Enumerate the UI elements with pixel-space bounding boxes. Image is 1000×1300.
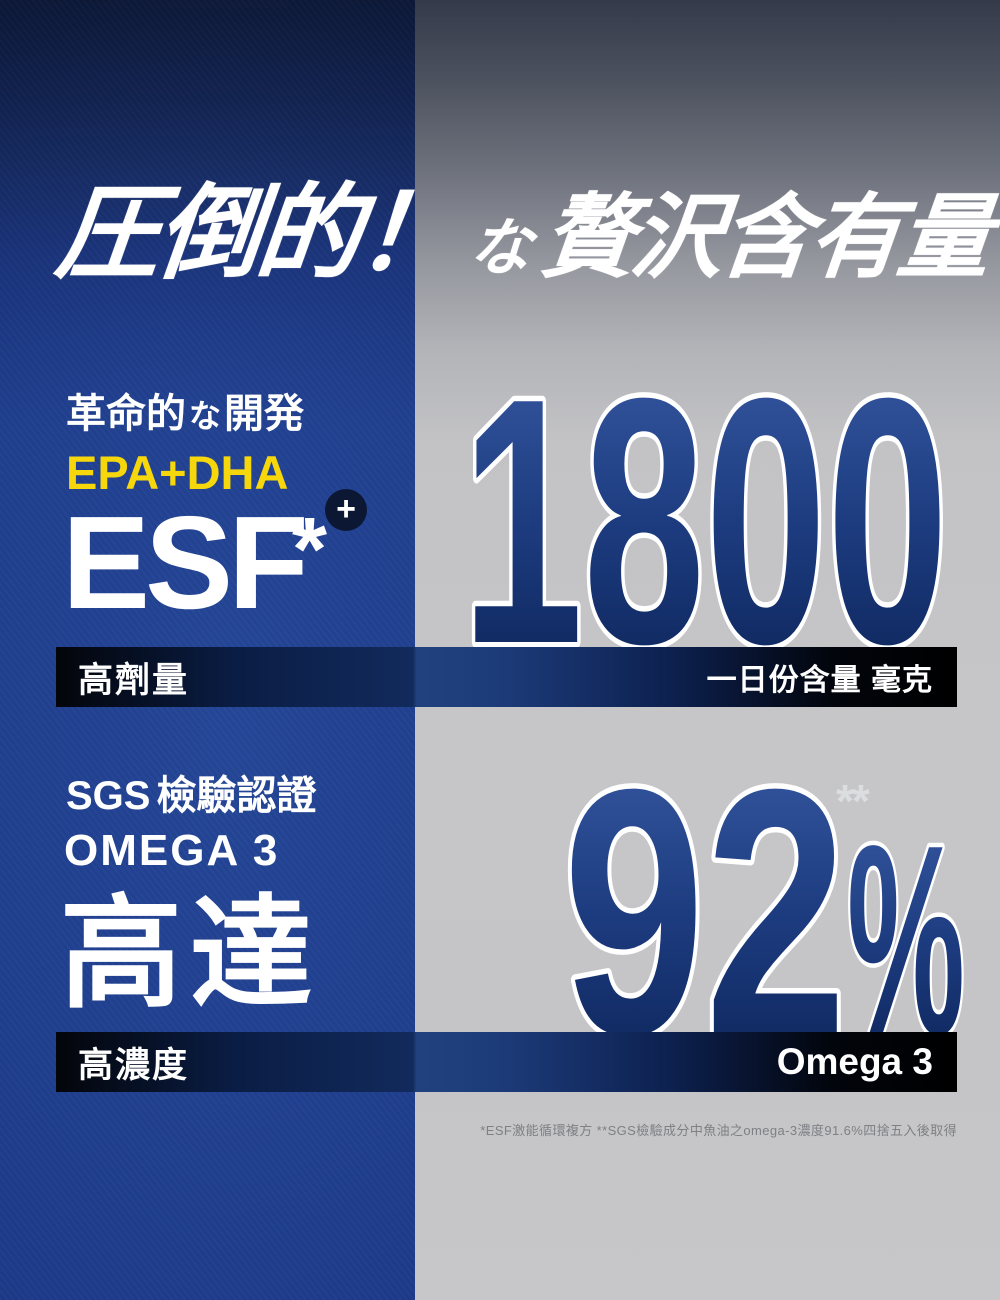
bar1-right-label: 一日份含量 毫克 bbox=[706, 664, 933, 697]
bar-concentration: 高濃度 Omega 3 bbox=[56, 1032, 957, 1092]
bar1-left-label: 高劑量 bbox=[78, 660, 190, 700]
headline: 圧倒的！ な 贅沢含有量 bbox=[50, 148, 993, 299]
epa-dha-label: EPA+DHA bbox=[66, 446, 289, 499]
headline-sub: 贅沢含有量 bbox=[537, 187, 993, 289]
value-92-percent: 92 % bbox=[558, 770, 970, 1050]
sgs-certified-label: SGS 檢驗認證 bbox=[66, 774, 316, 818]
footnote: *ESF激能循環複方 **SGS檢驗成分中魚油之omega-3濃度91.6%四捨… bbox=[480, 1123, 957, 1138]
bar-daily-dose: 高劑量 一日份含量 毫克 bbox=[56, 647, 957, 707]
feature1-subtitle-c: 開発 bbox=[224, 392, 305, 436]
percent-sign: % bbox=[847, 790, 965, 1050]
double-asterisk: ** bbox=[836, 775, 870, 827]
omega3-label: OMEGA 3 bbox=[64, 826, 280, 875]
plus-icon: + bbox=[325, 489, 367, 531]
bar2-left-label: 高濃度 bbox=[78, 1045, 190, 1085]
value-92-text: 92 bbox=[563, 770, 847, 1050]
value-1800-text: 1800 bbox=[462, 385, 949, 650]
plus-glyph: + bbox=[336, 490, 356, 528]
esf-asterisk: * bbox=[292, 500, 328, 600]
bar2-right-label: Omega 3 bbox=[776, 1041, 933, 1082]
feature1-subtitle-b: な bbox=[189, 398, 222, 434]
value-1800: 1800 bbox=[456, 385, 954, 650]
up-to-label: 高達 bbox=[60, 886, 320, 1022]
headline-particle: な bbox=[465, 215, 535, 283]
sgs-latin: SGS bbox=[66, 774, 151, 818]
headline-main: 圧倒的！ bbox=[50, 177, 463, 292]
feature1-subtitle: 革命的な開発 bbox=[66, 392, 304, 436]
sgs-cjk: 檢驗認證 bbox=[156, 774, 317, 818]
esf-label: ESF bbox=[62, 489, 309, 636]
feature1-subtitle-a: 革命的 bbox=[66, 392, 186, 436]
